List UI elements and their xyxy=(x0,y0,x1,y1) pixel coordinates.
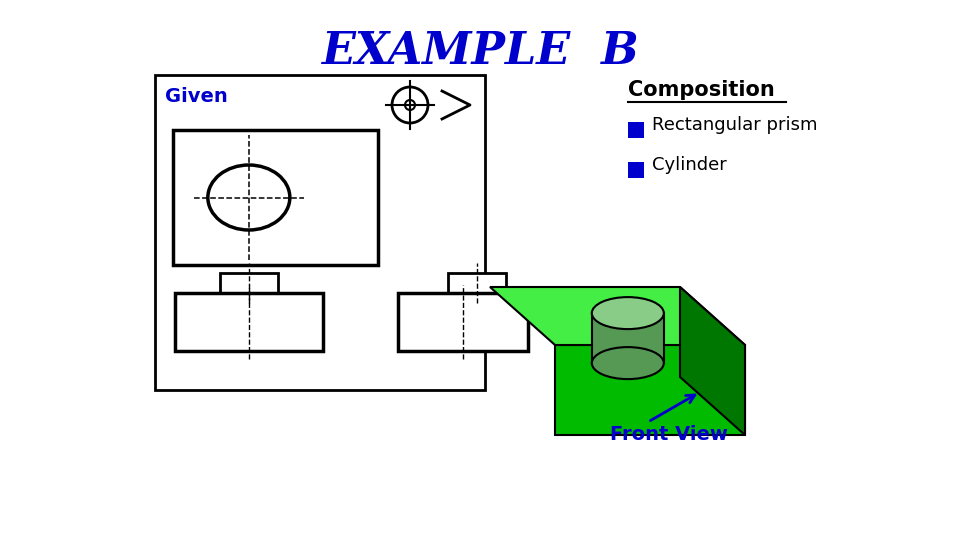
Bar xyxy=(155,75,485,390)
Bar xyxy=(628,162,644,178)
Text: Cylinder: Cylinder xyxy=(652,156,727,174)
Bar xyxy=(628,122,644,138)
Text: Given: Given xyxy=(165,87,228,106)
Bar xyxy=(398,293,528,351)
Bar xyxy=(220,273,277,293)
Text: Front View: Front View xyxy=(610,425,728,444)
Polygon shape xyxy=(680,287,745,435)
Bar xyxy=(175,293,323,351)
Ellipse shape xyxy=(591,347,663,379)
Text: EXAMPLE  B: EXAMPLE B xyxy=(322,30,638,73)
Polygon shape xyxy=(591,313,663,363)
Text: Rectangular prism: Rectangular prism xyxy=(652,116,818,134)
Bar xyxy=(448,273,506,293)
Bar xyxy=(173,130,378,265)
Ellipse shape xyxy=(591,297,663,329)
Polygon shape xyxy=(490,287,745,345)
Polygon shape xyxy=(555,345,745,435)
Text: Composition: Composition xyxy=(628,80,775,100)
